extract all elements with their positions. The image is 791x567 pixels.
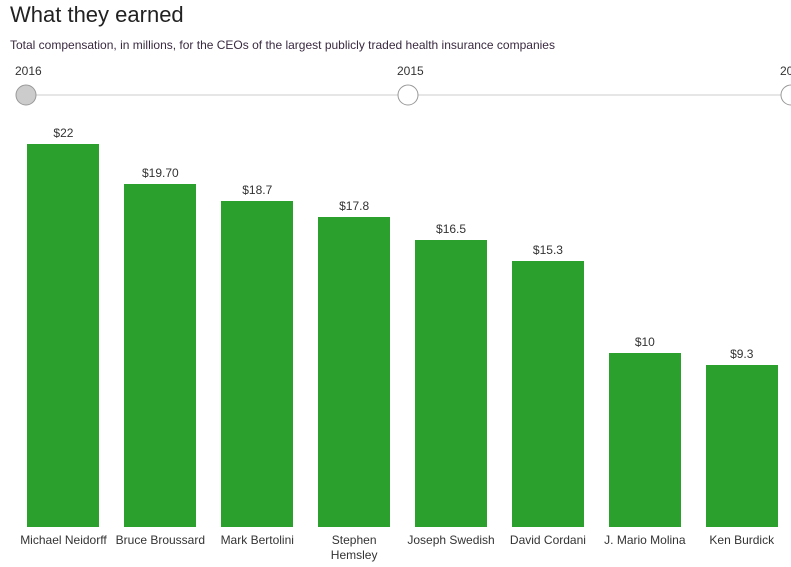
value-label: $19.70 xyxy=(141,166,179,181)
bar xyxy=(705,365,778,527)
timeline-stop[interactable] xyxy=(397,84,419,106)
bar xyxy=(221,201,294,527)
category-label: Stephen Hemsley xyxy=(330,533,378,562)
bar xyxy=(27,144,100,527)
category-label: David Cordani xyxy=(509,533,586,547)
category-label: J. Mario Molina xyxy=(604,533,686,547)
timeline xyxy=(15,84,791,106)
value-label: $17.8 xyxy=(339,199,370,214)
subtitle: Total compensation, in millions, for the… xyxy=(10,38,555,52)
category-label: Ken Burdick xyxy=(709,533,775,547)
timeline-year[interactable]: 2016 xyxy=(15,64,42,78)
timeline-stop[interactable] xyxy=(15,84,37,106)
timeline-year[interactable]: 2014 xyxy=(780,64,791,78)
category-label: Michael Neidorff xyxy=(20,533,107,547)
value-label: $9.3 xyxy=(730,347,754,362)
timeline-stop[interactable] xyxy=(780,84,791,106)
bar xyxy=(511,260,584,527)
category-label: Bruce Broussard xyxy=(115,533,206,547)
value-label: $16.5 xyxy=(436,221,467,236)
category-label: Mark Bertolini xyxy=(220,533,294,547)
bar xyxy=(415,239,488,527)
value-label: $18.7 xyxy=(242,183,273,198)
timeline-year[interactable]: 2015 xyxy=(397,64,424,78)
category-label: Joseph Swedish xyxy=(407,533,495,547)
value-label: $15.3 xyxy=(532,242,563,257)
value-label: $10 xyxy=(634,334,655,349)
bar xyxy=(318,217,391,527)
bar xyxy=(124,184,197,527)
value-label: $22 xyxy=(53,126,74,140)
title: What they earned xyxy=(10,2,184,27)
bar xyxy=(608,352,681,527)
